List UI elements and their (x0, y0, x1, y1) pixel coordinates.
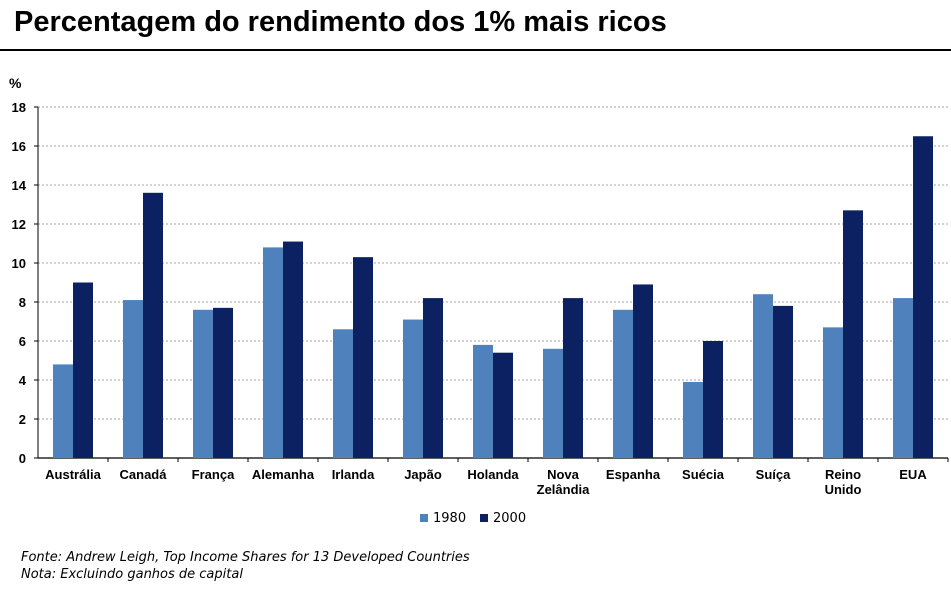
y-tick-label: 10 (12, 256, 26, 271)
bar-2000 (703, 341, 723, 458)
bar-2000 (913, 136, 933, 458)
bar-1980 (53, 364, 73, 458)
x-tick-label: Holanda (467, 467, 519, 482)
bar-2000 (633, 284, 653, 458)
bar-2000 (73, 282, 93, 458)
y-tick-label: 12 (12, 217, 26, 232)
y-tick-label: 2 (19, 412, 26, 427)
bar-1980 (473, 344, 493, 458)
bar-1980 (193, 309, 213, 458)
bar-1980 (683, 381, 703, 458)
y-tick-label: 14 (12, 178, 27, 193)
bar-1980 (403, 319, 423, 458)
x-tick-label: França (192, 467, 235, 482)
source-note: Fonte: Andrew Leigh, Top Income Shares f… (21, 550, 470, 565)
legend-swatch (480, 514, 488, 522)
bar-1980 (823, 327, 843, 458)
chart-title: Percentagem do rendimento dos 1% mais ri… (14, 6, 667, 38)
y-tick-label: 8 (19, 295, 26, 310)
y-tick-label: 4 (19, 373, 27, 388)
bar-1980 (543, 348, 563, 458)
legend-label: 2000 (493, 511, 526, 526)
bar-1980 (333, 329, 353, 458)
y-tick-label: 0 (19, 451, 26, 466)
x-tick-label: Alemanha (252, 467, 315, 482)
bar-2000 (143, 192, 163, 459)
bar-2000 (213, 307, 233, 458)
x-tick-label: Nova Zelândia (537, 467, 591, 497)
bar-2000 (353, 257, 373, 458)
x-tick-label: Reino Unido (825, 467, 862, 497)
bar-2000 (493, 352, 513, 458)
bar-2000 (423, 298, 443, 458)
x-tick-label: Espanha (606, 467, 661, 482)
y-tick-label: 6 (19, 334, 26, 349)
x-tick-label: Canadá (120, 467, 168, 482)
bar-2000 (283, 241, 303, 458)
x-tick-label: EUA (899, 467, 927, 482)
bar-2000 (843, 210, 863, 458)
x-tick-label: Austrália (45, 467, 101, 482)
bar-1980 (123, 300, 143, 458)
bar-2000 (563, 298, 583, 458)
title-divider (0, 49, 951, 51)
bar-chart: 0 2 4 6 8 10 12 14 16 18% Austrália Canadá França Ale… (9, 75, 949, 526)
y-tick-label: 16 (12, 139, 26, 154)
chart-notes: Fonte: Andrew Leigh, Top Income Shares f… (21, 549, 470, 583)
bar-1980 (263, 247, 283, 458)
legend-swatch (420, 514, 428, 522)
x-tick-label: Irlanda (332, 467, 375, 482)
x-tick-label: Suíça (756, 467, 791, 482)
bar-1980 (613, 309, 633, 458)
x-tick-label: Suécia (682, 467, 725, 482)
legend-label: 1980 (433, 511, 466, 526)
bar-2000 (773, 305, 793, 458)
y-axis-label: % (9, 75, 22, 91)
footnote: Nota: Excluindo ganhos de capital (21, 567, 243, 582)
y-tick-label: 18 (12, 100, 26, 115)
bar-1980 (893, 298, 913, 458)
x-tick-label: Japão (404, 467, 442, 482)
bar-1980 (753, 294, 773, 458)
